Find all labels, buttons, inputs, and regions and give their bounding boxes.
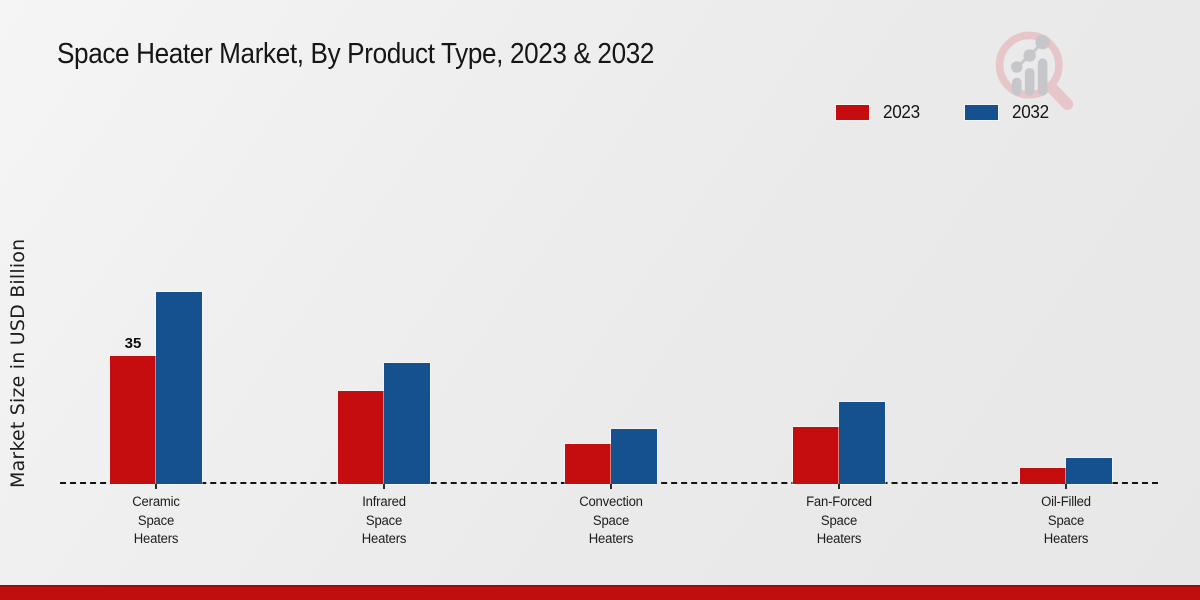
- bar-2032-ceramic-space-heaters: [156, 292, 202, 484]
- x-axis-tick: [1065, 484, 1067, 489]
- x-axis-label-fan-forced-space-heaters: Fan-Forced Space Heaters: [806, 494, 872, 546]
- bar-2023-infrared-space-heaters: [338, 391, 384, 484]
- bar-2032-fan-forced-space-heaters: [839, 402, 885, 484]
- x-axis-tick: [155, 484, 157, 489]
- legend-item-2032: 2032: [964, 102, 1050, 123]
- bar-value-label: 35: [124, 335, 142, 352]
- chart-title: Space Heater Market, By Product Type, 20…: [57, 38, 655, 70]
- x-axis-label-infrared-space-heaters: Infrared Space Heaters: [361, 494, 407, 546]
- bar-2032-convection-space-heaters: [611, 429, 657, 484]
- bar-2023-fan-forced-space-heaters: [793, 427, 839, 484]
- bar-2023-oil-filled-space-heaters: [1020, 468, 1066, 484]
- legend-swatch-2032: [964, 105, 998, 120]
- x-axis-tick: [383, 484, 385, 489]
- legend-swatch-2023: [836, 105, 869, 120]
- legend-label-2032: 2032: [1011, 102, 1049, 122]
- magnifier-growth-chart-icon: [995, 31, 1074, 111]
- x-axis-label-ceramic-space-heaters: Ceramic Space Heaters: [132, 494, 180, 546]
- x-axis-tick: [610, 484, 612, 489]
- bar-2032-oil-filled-space-heaters: [1066, 458, 1112, 484]
- legend-item-2023: 2023: [836, 102, 921, 123]
- footer-accent-bar: [0, 585, 1200, 600]
- bar-2023-ceramic-space-heaters: [110, 356, 156, 484]
- bar-2032-infrared-space-heaters: [384, 363, 430, 484]
- legend-label-2023: 2023: [882, 102, 920, 122]
- x-axis-label-oil-filled-space-heaters: Oil-Filled Space Heaters: [1041, 494, 1091, 546]
- x-axis-label-convection-space-heaters: Convection Space Heaters: [579, 494, 643, 546]
- legend: 2023 2032: [836, 102, 1050, 123]
- x-axis-tick: [838, 484, 840, 489]
- bar-2023-convection-space-heaters: [565, 444, 611, 484]
